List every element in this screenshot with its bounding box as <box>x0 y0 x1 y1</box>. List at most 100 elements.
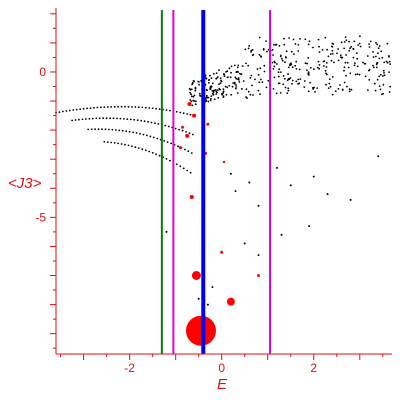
data-point <box>273 65 276 68</box>
data-point <box>151 107 154 110</box>
data-point <box>90 128 93 131</box>
data-point <box>259 67 262 70</box>
data-point <box>378 45 381 47</box>
data-point <box>278 45 281 47</box>
data-point <box>207 96 210 99</box>
data-point <box>352 47 355 50</box>
data-point <box>272 68 275 70</box>
data-point <box>374 89 377 92</box>
data-point <box>260 78 262 81</box>
data-point <box>257 204 260 207</box>
data-point <box>249 93 252 96</box>
data-point <box>299 78 302 80</box>
data-point <box>187 150 190 153</box>
y-tick-label: -5 <box>35 210 46 224</box>
data-point <box>272 88 275 90</box>
data-point <box>337 48 339 50</box>
data-point <box>152 136 155 139</box>
data-point <box>131 145 133 148</box>
data-point <box>212 91 215 94</box>
data-point <box>129 118 132 121</box>
data-point <box>344 36 347 38</box>
data-point <box>252 94 254 96</box>
data-point <box>165 158 168 160</box>
data-point <box>346 61 349 64</box>
data-point <box>369 40 372 43</box>
data-point <box>372 51 374 53</box>
data-point <box>223 75 226 77</box>
data-point <box>307 71 310 73</box>
data-point <box>258 81 261 84</box>
data-point <box>206 94 208 97</box>
data-point <box>219 88 221 91</box>
data-point <box>219 82 222 85</box>
data-point <box>192 133 194 136</box>
data-point <box>356 73 359 76</box>
data-point <box>267 80 270 82</box>
data-point <box>318 64 321 66</box>
data-point <box>325 83 327 86</box>
data-point <box>343 41 346 43</box>
data-point <box>252 53 255 56</box>
data-point <box>303 86 306 88</box>
data-point <box>113 105 116 108</box>
data-point <box>273 76 276 79</box>
data-point <box>228 85 231 87</box>
data-point <box>108 128 110 131</box>
x-tick-label: 0 <box>218 361 225 375</box>
data-point <box>247 47 250 50</box>
data-point <box>348 88 351 90</box>
data-point <box>120 143 123 145</box>
data-point <box>170 142 173 145</box>
data-point <box>389 85 392 88</box>
data-point <box>271 49 274 51</box>
data-point <box>243 242 246 245</box>
data-point <box>265 86 268 89</box>
data-point <box>358 73 361 76</box>
data-point <box>75 108 78 111</box>
data-point <box>213 98 216 101</box>
data-point <box>156 137 159 140</box>
data-point <box>328 82 331 85</box>
data-point <box>210 98 212 100</box>
data-point <box>363 62 366 65</box>
data-point <box>266 50 268 53</box>
data-point <box>383 74 386 77</box>
red-data-point <box>187 101 192 106</box>
data-point <box>147 120 150 123</box>
data-point <box>281 57 283 60</box>
data-point <box>281 59 284 62</box>
data-point <box>276 63 278 65</box>
data-point <box>184 148 186 151</box>
data-point <box>179 165 182 168</box>
data-point <box>376 43 379 46</box>
data-point <box>293 53 295 55</box>
vertical-lines-layer <box>160 10 272 354</box>
data-point <box>367 89 369 91</box>
data-point <box>128 130 131 133</box>
data-point <box>358 42 361 45</box>
data-point <box>164 124 167 127</box>
data-point <box>110 141 113 144</box>
data-point <box>179 111 182 114</box>
data-point <box>285 50 288 53</box>
data-point <box>71 119 73 122</box>
data-point <box>195 100 197 103</box>
data-point <box>93 106 95 109</box>
data-point <box>311 87 314 89</box>
data-point <box>126 118 129 120</box>
data-point <box>142 133 145 136</box>
data-point <box>368 79 371 81</box>
data-point <box>212 72 215 75</box>
data-point <box>364 75 367 78</box>
data-point <box>133 118 136 121</box>
data-point <box>307 56 310 59</box>
data-point <box>244 48 247 51</box>
data-point <box>240 73 243 75</box>
data-point <box>185 131 187 133</box>
data-point <box>343 47 345 50</box>
data-point <box>326 193 329 196</box>
data-point <box>182 167 185 170</box>
data-point <box>257 254 260 257</box>
data-point <box>232 82 235 84</box>
